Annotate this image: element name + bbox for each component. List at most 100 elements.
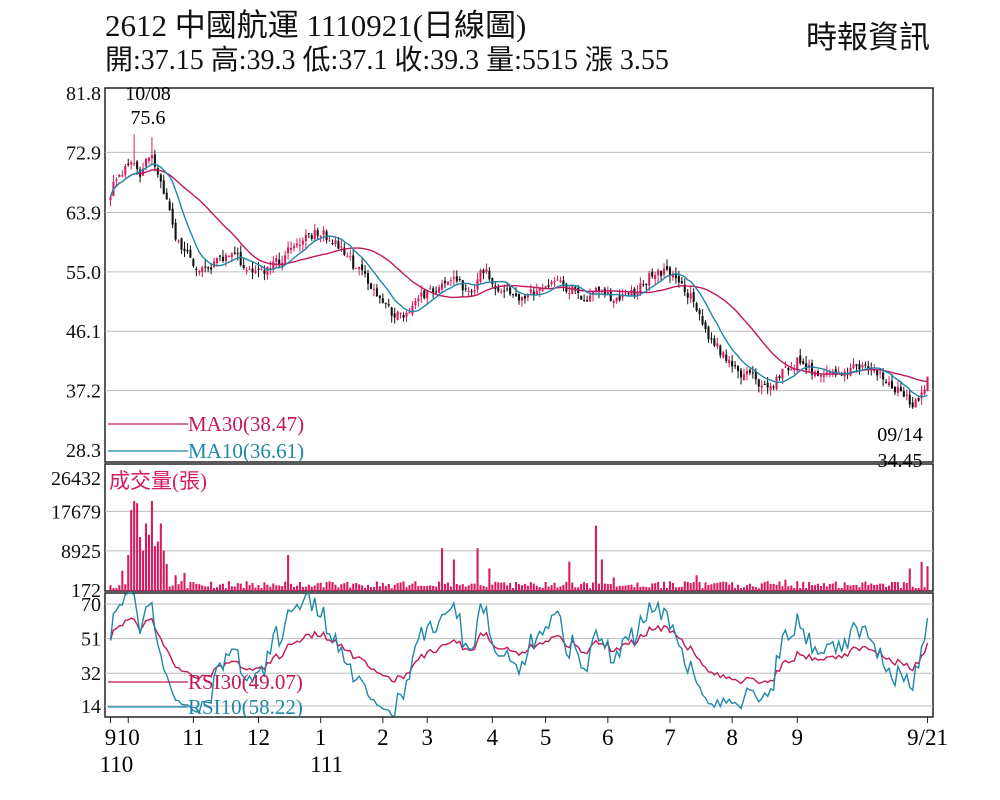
candle-body [799,355,802,364]
volume-bar [402,581,405,591]
volume-bar [112,588,115,591]
candle-body [284,255,287,263]
candle-body [325,231,328,241]
volume-bar [665,587,669,591]
candle-body [737,366,740,372]
volume-bar [668,581,672,591]
volume-bar [301,587,304,591]
volume-bar [142,550,145,591]
volume-bar [310,586,313,591]
candle-body [340,246,343,248]
volume-bar [183,572,186,591]
candle-body [766,383,769,388]
volume-bar [476,548,479,591]
volume-bar [890,581,894,591]
candle-body [911,402,914,408]
candle-body [153,154,156,167]
volume-bar [266,584,269,591]
candle-body [473,290,476,292]
volume-bar [503,582,506,591]
candle-body [586,300,589,302]
volume-bar [775,584,778,591]
candle-body [334,240,337,244]
candle-body [470,291,473,293]
volume-bar [189,582,192,591]
volume-bar [204,586,207,591]
volume-bar [147,534,150,591]
candle-body [523,295,526,299]
candle-body [162,180,165,194]
candle-body [885,381,888,383]
volume-bar [725,582,728,591]
candle-body [198,270,201,273]
volume-bar [920,561,923,591]
candle-body [440,283,444,290]
x-tick-label: 9 [792,725,804,750]
candle-body [331,242,334,244]
candle-body [292,246,296,249]
candle-body [698,309,701,315]
candle-body [488,270,491,280]
volume-bar [893,581,896,591]
candle-body [515,293,518,296]
candle-body [275,257,278,262]
volume-bar [526,585,529,591]
volume-bar [562,584,565,591]
candle-body [547,285,550,287]
volume-bar [405,587,408,591]
candle-body [597,286,600,292]
rsi10-legend-label: RSI10(58.22) [188,695,303,719]
candle-body [503,290,506,292]
volume-bar [458,585,461,591]
volume-bar [461,584,464,591]
x-tick-label: 12 [247,725,270,750]
volume-bar [509,583,512,591]
volume-bar [438,581,441,591]
candle-body [328,240,331,242]
x-tick-label: 11 [182,725,204,750]
candle-body [624,293,627,295]
volume-bar [479,585,482,591]
volume-bar [594,525,598,591]
volume-bar [491,584,494,591]
price-panel-frame [104,87,934,463]
candle-body [281,262,284,268]
candle-body [553,281,556,283]
volume-bar [819,586,822,591]
candle-body [213,261,216,268]
volume-bar [396,583,399,591]
candle-body [538,288,541,292]
volume-bar [304,586,307,591]
volume-bar [852,584,855,591]
volume-bar [790,585,793,591]
volume-bar [680,586,683,591]
candle-body [873,370,876,372]
volume-bar [674,587,677,591]
volume-bar [162,550,165,591]
volume-bar [473,583,476,591]
candle-body [630,289,633,297]
volume-bar [689,583,692,591]
volume-bar [523,583,526,591]
candle-body [361,264,364,271]
x-tick-label: 6 [602,725,614,750]
volume-bar [399,582,402,591]
candle-body [426,291,429,299]
volume-bar [683,581,686,591]
volume-bar [168,586,171,591]
candle-body [260,268,263,270]
volume-bar [686,581,689,591]
volume-bar [278,585,281,591]
candle-body [414,300,417,306]
volume-bar [159,523,162,591]
volume-bar [760,583,763,591]
candle-body [109,196,112,201]
volume-bar [375,581,378,591]
candle-body [443,280,447,284]
volume-bar [654,583,657,591]
candle-body [402,314,405,318]
candle-body [893,386,896,393]
candle-body [408,312,411,314]
candle-body [435,291,438,293]
